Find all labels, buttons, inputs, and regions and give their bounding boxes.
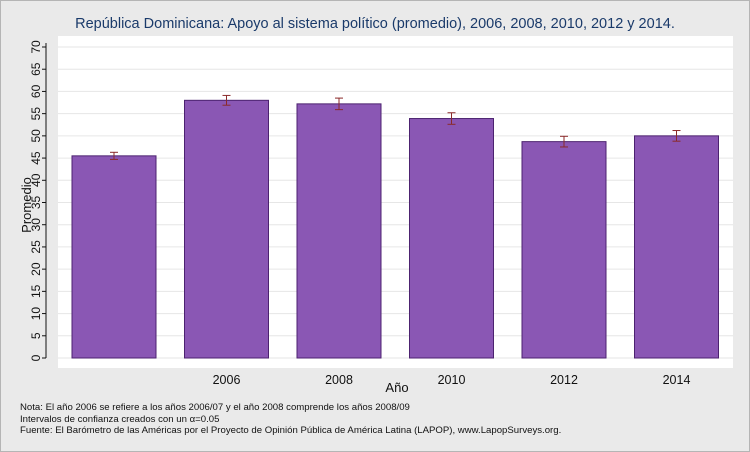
x-axis-title: Año	[385, 380, 408, 395]
y-tick-label: 10	[29, 307, 43, 321]
notes-block: Nota: El año 2006 se refiere a los años …	[20, 402, 561, 437]
bar	[296, 103, 382, 359]
y-tick-label: 30	[29, 218, 43, 232]
bar	[634, 135, 719, 359]
bar	[409, 118, 494, 359]
x-tick-label: 2006	[213, 373, 241, 387]
y-tick-label: 0	[29, 354, 43, 361]
y-tick-label: 70	[29, 40, 43, 54]
bar	[184, 99, 269, 359]
y-tick-label: 45	[29, 151, 43, 165]
y-tick-label: 15	[29, 284, 43, 298]
note-line: Nota: El año 2006 se refiere a los años …	[20, 402, 410, 413]
note-line: Fuente: El Barómetro de las Américas por…	[20, 425, 562, 436]
y-tick-label: 60	[29, 84, 43, 98]
y-tick-label: 20	[29, 262, 43, 276]
x-tick-label: 2008	[325, 373, 353, 387]
y-tick-label: 55	[29, 107, 43, 121]
y-tick-label: 50	[29, 129, 43, 143]
y-tick-label: 40	[29, 173, 43, 187]
x-axis-ticks: 2006 2008 2010 2012 2014	[213, 373, 691, 387]
y-tick-label: 65	[29, 62, 43, 76]
bars	[71, 99, 719, 359]
chart-title: República Dominicana: Apoyo al sistema p…	[75, 16, 675, 32]
x-tick-label: 2012	[550, 373, 578, 387]
x-tick-label: 2010	[438, 373, 466, 387]
y-axis: 0 5 10 15 20 25 30 35 40 45 50 55 60 65 70	[29, 40, 47, 361]
error-bars	[110, 94, 681, 160]
x-tick-label: 2014	[663, 373, 691, 387]
y-tick-label: 5	[29, 332, 43, 339]
bar	[521, 141, 607, 359]
y-axis-title: Promedio	[19, 177, 34, 233]
bar	[71, 155, 157, 359]
y-tick-label: 35	[29, 196, 43, 210]
grid-lines	[58, 46, 733, 359]
note-line: Intervalos de confianza creados con un α…	[20, 413, 220, 425]
y-tick-label: 25	[29, 240, 43, 254]
